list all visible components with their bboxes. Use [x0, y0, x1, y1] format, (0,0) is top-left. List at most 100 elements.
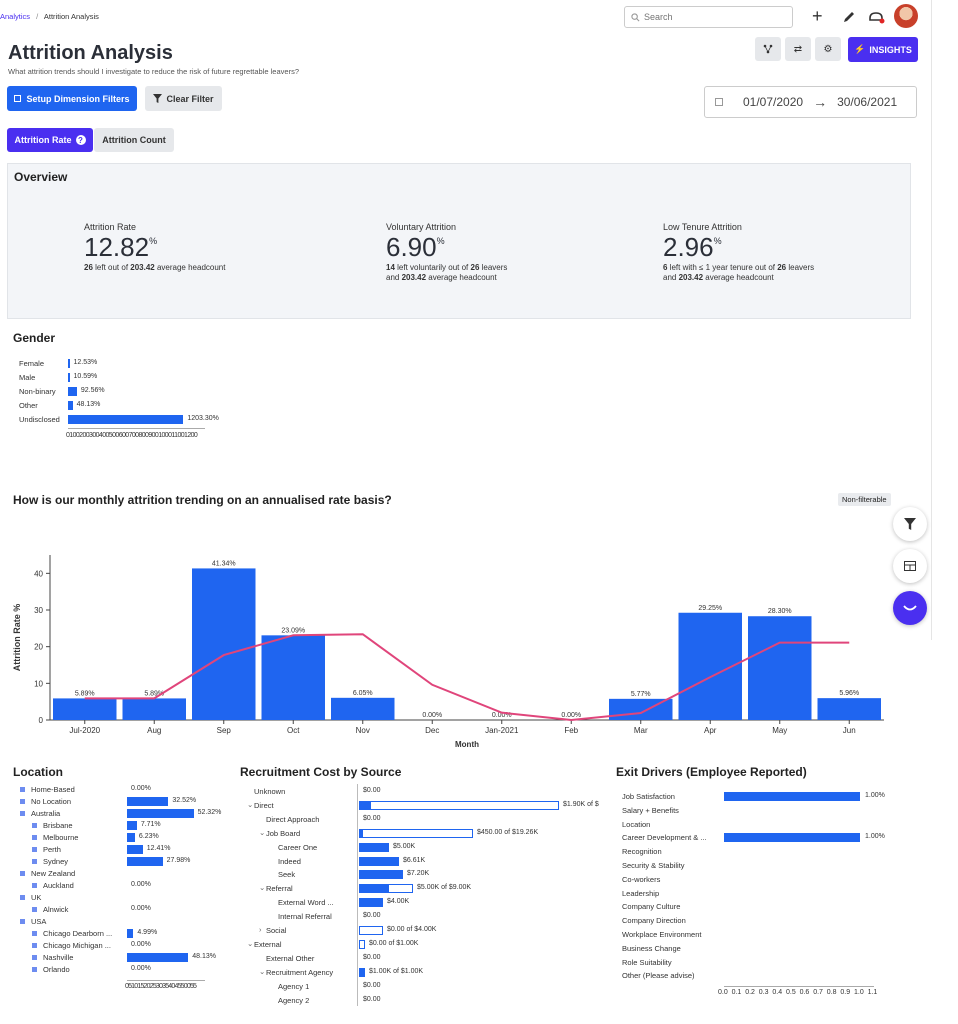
location-row-label[interactable]: Australia: [31, 809, 61, 818]
exit-driver-label[interactable]: Role Suitability: [622, 957, 672, 967]
recruitment-fill-bar[interactable]: [359, 967, 365, 977]
recruitment-row-label[interactable]: Indeed: [278, 856, 301, 866]
recruitment-fill-bar[interactable]: [359, 856, 399, 866]
recruitment-row-label[interactable]: Social: [266, 926, 287, 935]
trend-line[interactable]: [84, 633, 850, 722]
exit-driver-label[interactable]: Career Development & ...: [622, 833, 707, 843]
trend-bar[interactable]: [53, 698, 117, 720]
table-view-fab-button[interactable]: [893, 549, 927, 583]
location-row-label[interactable]: Perth: [43, 845, 61, 854]
location-row-label[interactable]: Sydney: [43, 857, 69, 866]
recruitment-row-label[interactable]: Direct Approach: [266, 814, 320, 824]
location-row-label[interactable]: New Zealand: [31, 869, 76, 878]
recruitment-row-label[interactable]: Unknown: [254, 787, 286, 796]
gender-bar[interactable]: [68, 401, 73, 410]
recruitment-row-label[interactable]: External: [254, 939, 282, 949]
tab-attrition-rate[interactable]: Attrition Rate ?: [7, 128, 93, 152]
location-row-label[interactable]: Chicago Michigan ...: [43, 941, 111, 950]
date-range-picker[interactable]: 01/07/2020 → 30/06/2021: [704, 86, 917, 118]
setup-dimension-filters-button[interactable]: Setup Dimension Filters: [7, 86, 137, 111]
recruitment-row-label[interactable]: Internal Referral: [278, 912, 332, 922]
exit-driver-label[interactable]: Company Culture: [622, 902, 681, 912]
gender-bar[interactable]: [68, 373, 70, 382]
recruitment-row-label[interactable]: External Word ...: [278, 898, 334, 908]
location-bar[interactable]: [127, 929, 134, 938]
exit-driver-label[interactable]: Co-workers: [622, 874, 661, 884]
recruitment-row-label[interactable]: Direct: [254, 800, 274, 810]
settings-button[interactable]: ⚙: [815, 37, 841, 61]
recruitment-fill-bar[interactable]: [359, 800, 371, 810]
user-avatar[interactable]: [894, 4, 918, 28]
exit-driver-label[interactable]: Business Change: [622, 943, 681, 953]
recruitment-fill-bar[interactable]: [359, 842, 389, 852]
trend-bar[interactable]: [817, 698, 882, 720]
tab-attrition-count[interactable]: Attrition Count: [94, 128, 174, 152]
recruitment-fill-bar[interactable]: [359, 898, 383, 908]
insights-button[interactable]: ⚡ INSIGHTS: [848, 37, 918, 62]
recruitment-row-label[interactable]: Agency 1: [278, 981, 310, 991]
breadcrumb-root-link[interactable]: Analytics: [0, 12, 31, 21]
gender-bar[interactable]: [68, 387, 77, 396]
filter-fab-button[interactable]: [893, 507, 927, 541]
expand-caret-icon[interactable]: ⌄: [247, 799, 254, 809]
location-row-label[interactable]: Melbourne: [43, 833, 79, 842]
recruitment-row-label[interactable]: Job Board: [266, 828, 301, 838]
location-bar[interactable]: [127, 857, 163, 866]
location-row-label[interactable]: Auckland: [43, 881, 74, 890]
edit-pencil-icon[interactable]: [842, 10, 856, 24]
exit-driver-label[interactable]: Location: [622, 819, 651, 829]
location-row-label[interactable]: Alnwick: [43, 905, 69, 914]
expand-caret-icon[interactable]: ⌄: [259, 966, 266, 976]
recruitment-total-bar[interactable]: [359, 939, 365, 949]
gender-bar[interactable]: [68, 415, 184, 424]
help-icon[interactable]: ?: [75, 135, 86, 145]
exit-driver-bar[interactable]: [724, 792, 860, 801]
recruitment-row-label[interactable]: Referral: [266, 884, 293, 894]
location-bar[interactable]: [127, 809, 194, 818]
location-bar[interactable]: [127, 953, 189, 962]
trend-bar[interactable]: [122, 698, 187, 720]
location-row-label[interactable]: Nashville: [43, 953, 74, 962]
exit-driver-label[interactable]: Leadership: [622, 888, 660, 898]
trend-bar[interactable]: [331, 697, 395, 720]
location-row-label[interactable]: UK: [31, 893, 42, 902]
location-bar[interactable]: [127, 797, 169, 806]
exit-driver-label[interactable]: Job Satisfaction: [622, 792, 675, 801]
search-input[interactable]: [644, 12, 784, 22]
recruitment-row-label[interactable]: Career One: [278, 842, 318, 852]
search-box[interactable]: [624, 6, 793, 28]
page-scrollbar-track[interactable]: [931, 0, 932, 640]
recruitment-fill-bar[interactable]: [359, 828, 363, 838]
recruitment-fill-bar[interactable]: [359, 870, 403, 880]
recruitment-total-bar[interactable]: [359, 800, 559, 810]
exit-driver-label[interactable]: Recognition: [622, 847, 662, 857]
expand-caret-icon[interactable]: ⌄: [259, 827, 266, 837]
trend-bar[interactable]: [192, 568, 256, 720]
recruitment-total-bar[interactable]: [359, 828, 473, 838]
recruitment-row-label[interactable]: Seek: [278, 870, 296, 880]
expand-caret-icon[interactable]: ⌄: [259, 883, 266, 893]
location-bar[interactable]: [127, 845, 143, 854]
gender-bar[interactable]: [68, 359, 70, 368]
exit-driver-label[interactable]: Other (Please advise): [622, 971, 695, 981]
exit-driver-label[interactable]: Security & Stability: [622, 861, 685, 870]
recruitment-row-label[interactable]: Recruitment Agency: [266, 967, 334, 977]
location-row-label[interactable]: No Location: [31, 797, 72, 806]
exit-driver-label[interactable]: Workplace Environment: [622, 930, 702, 939]
trend-bar[interactable]: [748, 616, 812, 720]
location-row-label[interactable]: Orlando: [43, 965, 70, 974]
notifications-icon[interactable]: [868, 10, 886, 24]
expand-caret-icon[interactable]: ⌄: [247, 938, 254, 948]
location-row-label[interactable]: Brisbane: [43, 821, 73, 830]
location-row-label[interactable]: Chicago Dearborn ...: [43, 929, 113, 938]
recruitment-total-bar[interactable]: [359, 926, 383, 935]
location-row-label[interactable]: Home-Based: [31, 785, 75, 794]
clear-filter-button[interactable]: Clear Filter: [145, 86, 222, 111]
recruitment-fill-bar[interactable]: [359, 884, 389, 894]
exit-driver-label[interactable]: Company Direction: [622, 916, 686, 926]
location-bar[interactable]: [127, 821, 137, 830]
refresh-button[interactable]: ⇄: [785, 37, 811, 61]
location-row-label[interactable]: USA: [31, 917, 47, 926]
add-icon[interactable]: +: [812, 6, 823, 26]
trend-bar[interactable]: [261, 635, 326, 720]
